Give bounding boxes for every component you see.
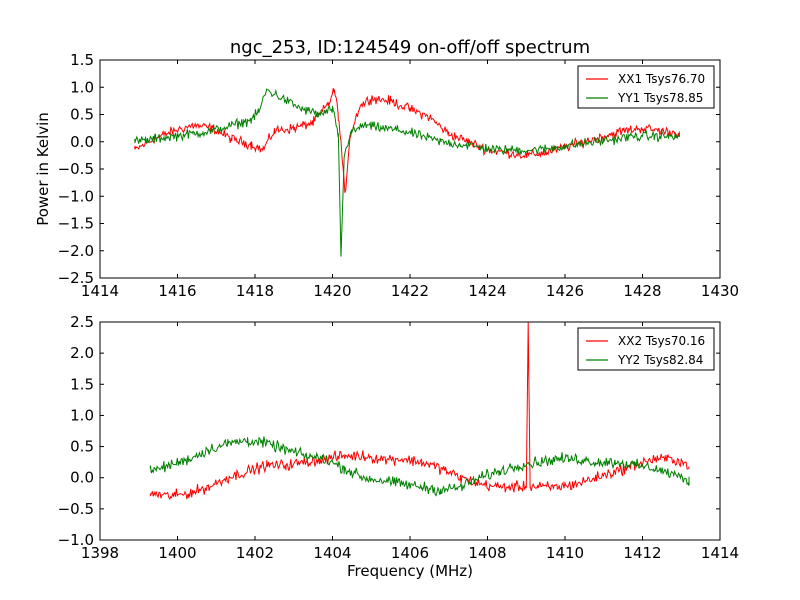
bottom-y-tick-label: 0.0 [70,469,94,487]
top-x-tick-label: 1418 [236,282,274,300]
top-x-tick-label: 1424 [468,282,506,300]
top-legend: XX1 Tsys76.70 YY1 Tsys78.85 [577,65,715,109]
bottom-legend-label-1: XX2 Tsys70.16 [618,334,705,348]
bottom-y-tick-label: −1.0 [58,531,94,549]
bottom-series-line-2 [149,436,690,497]
bottom-x-tick-label: 1402 [236,544,274,562]
top-y-tick-label: −0.5 [58,160,94,178]
top-x-tick-label: 1414 [81,282,119,300]
top-y-axis-label: Power in Kelvin [34,112,52,226]
chart-title: ngc_253, ID:124549 on-off/off spectrum [230,37,590,58]
top-y-tick-label: 0.0 [70,133,94,151]
bottom-x-tick-label: 1408 [468,544,506,562]
bottom-x-axis-label: Frequency (MHz) [347,562,473,580]
top-x-tick-label: 1420 [313,282,351,300]
top-y-tick-label: 1.5 [70,51,94,69]
top-legend-box [577,65,715,109]
bottom-series-line-1 [149,322,690,500]
top-y-tick-label: 1.0 [70,78,94,96]
top-y-tick-label: 0.5 [70,106,94,124]
top-plot: 1414 1416 1418 1420 1422 1424 1426 1428 1430 −2.5… [58,51,740,300]
top-y-tick-label: −2.5 [58,269,94,287]
bottom-y-tick-label: 2.5 [70,313,94,331]
bottom-x-tick-label: 1400 [158,544,196,562]
bottom-legend: XX2 Tsys70.16 YY2 Tsys82.84 [577,327,715,371]
bottom-x-tick-label: 1406 [391,544,429,562]
top-y-tick-label: −1.5 [58,215,94,233]
bottom-plot: 1398 1400 1402 1404 1406 1408 1410 1412 1414 −1.0… [58,313,740,562]
bottom-x-tick-label: 1414 [701,544,739,562]
bottom-x-tick-label: 1398 [81,544,119,562]
top-x-tick-label: 1428 [623,282,661,300]
bottom-y-tick-label: −0.5 [58,500,94,518]
bottom-x-tick-label: 1410 [546,544,584,562]
top-series-line-1 [134,88,680,193]
bottom-legend-box [577,327,715,371]
top-y-tick-label: −2.0 [58,242,94,260]
top-legend-label-2: YY1 Tsys78.85 [617,91,703,105]
top-legend-label-1: XX1 Tsys76.70 [618,72,705,86]
top-x-tick-label: 1416 [158,282,196,300]
bottom-y-tick-label: 2.0 [70,344,94,362]
bottom-x-tick-label: 1412 [623,544,661,562]
top-x-tick-label: 1422 [391,282,429,300]
bottom-legend-label-2: YY2 Tsys82.84 [617,353,703,367]
top-x-tick-label: 1426 [546,282,584,300]
top-y-tick-label: −1.0 [58,187,94,205]
bottom-y-tick-label: 1.0 [70,406,94,424]
top-series-line-2 [134,88,680,257]
top-x-tick-label: 1430 [701,282,739,300]
bottom-y-tick-label: 0.5 [70,438,94,456]
bottom-x-tick-label: 1404 [313,544,351,562]
bottom-y-tick-label: 1.5 [70,375,94,393]
